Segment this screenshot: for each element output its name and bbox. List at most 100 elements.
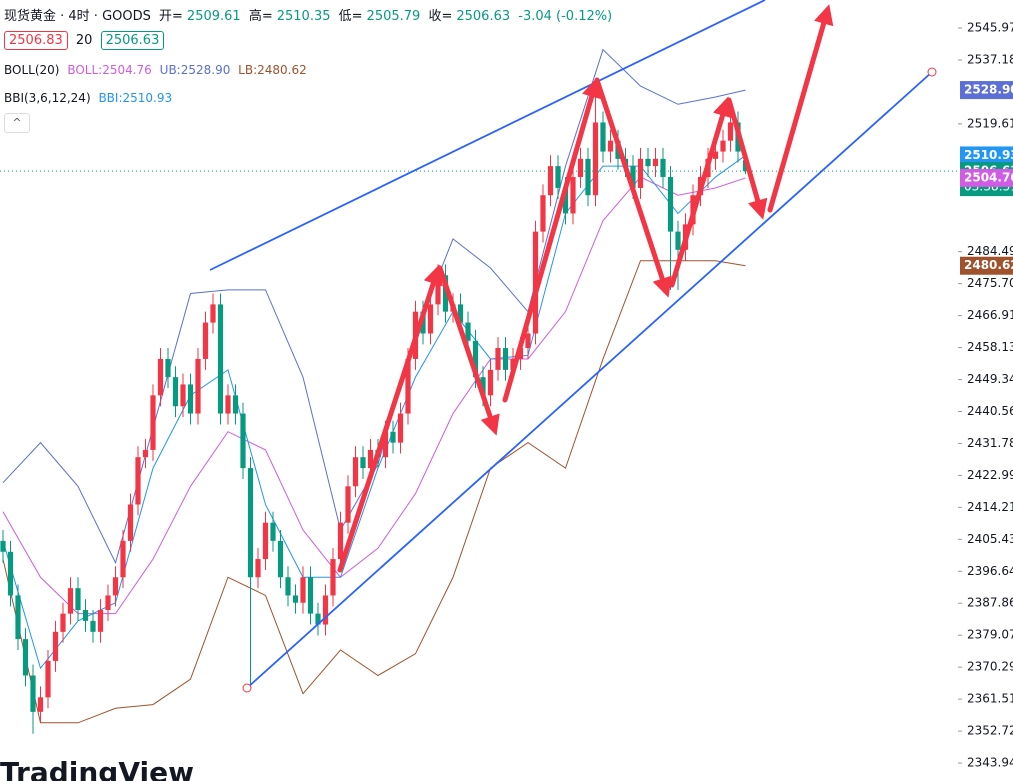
candle-body: [547, 166, 554, 196]
bbi-legend: BBI(3,6,12,24) BBI:2510.93: [4, 91, 176, 105]
price-label: 2528.90: [964, 83, 1013, 97]
candle-body: [180, 384, 186, 407]
candle-body: [187, 384, 194, 414]
candle-body: [480, 377, 486, 396]
candle-body: [600, 122, 606, 152]
price-label-bg: [960, 168, 1013, 187]
candle-body: [45, 660, 51, 698]
price-label-bg: [960, 146, 1013, 165]
candle-body: [667, 177, 674, 232]
anchor: [242, 683, 252, 693]
candle-body: [255, 559, 261, 578]
ohlc-high: 2510.35: [276, 9, 331, 24]
candle-body: [577, 158, 584, 178]
arrows: [337, 4, 834, 573]
candle-body: [397, 413, 404, 443]
candle-body: [330, 559, 336, 596]
candle-body: [660, 158, 666, 178]
y-tick-label: 2387.86: [967, 596, 1013, 610]
candle-body: [157, 358, 164, 396]
candle-body: [300, 577, 306, 603]
candle-body: [240, 413, 246, 469]
candle-body: [532, 231, 539, 334]
candle-body: [67, 588, 74, 614]
ohlc-close: 2506.63: [456, 9, 511, 24]
candle-body: [112, 577, 119, 596]
drawings: [209, 0, 937, 693]
candle-body: [150, 395, 156, 450]
candle-body: [540, 195, 546, 232]
indicator-value: BBI:2510.93: [98, 91, 173, 105]
ohlc-open-label: 开=: [159, 9, 183, 24]
candle-body: [652, 158, 659, 167]
trend-line: [209, 0, 766, 271]
candle-body: [247, 468, 254, 578]
y-tick-label: 2484.49: [967, 244, 1013, 258]
change: -3.04 (-0.12%): [518, 9, 613, 24]
candle-body: [465, 322, 471, 341]
y-tick-label: 2431.78: [967, 436, 1013, 450]
price-label: 2504.76: [964, 170, 1013, 184]
candle-body: [217, 304, 224, 414]
candle-body: [405, 358, 411, 414]
candle-body: [630, 166, 636, 188]
trade-row: 2506.83 20 2506.63: [4, 31, 168, 50]
candle-body: [502, 348, 509, 370]
y-tick-label: 2414.21: [967, 500, 1013, 514]
candle-body: [322, 595, 329, 625]
candle-body: [105, 595, 111, 610]
candle-body: [270, 522, 276, 541]
ohlc-open: 2509.61: [186, 9, 241, 24]
price-label: 2480.62: [964, 258, 1013, 272]
candle-body: [142, 449, 149, 458]
candle-body: [37, 697, 44, 712]
y-tick-label: 2519.61: [967, 116, 1013, 130]
y-tick-label: 2422.99: [967, 468, 1013, 482]
candle-body: [675, 231, 681, 250]
candle-body: [367, 449, 374, 469]
candle-body: [30, 675, 36, 712]
candle-body: [0, 540, 6, 552]
candle-body: [277, 540, 284, 578]
candle-body: [15, 595, 21, 640]
candle-body: [97, 609, 104, 632]
candle-body: [712, 151, 719, 159]
buy-price[interactable]: 2506.63: [100, 31, 165, 50]
candle-body: [555, 166, 561, 188]
y-tick-label: 2545.97: [967, 20, 1013, 34]
candle-body: [727, 122, 734, 141]
candle-body: [607, 140, 614, 152]
spread: 20: [75, 33, 93, 48]
candle-body: [570, 177, 576, 214]
candle-body: [60, 613, 66, 632]
indicator-value: UB:2528.90: [159, 63, 231, 77]
candle-body: [442, 275, 449, 312]
y-tick-label: 2466.91: [967, 308, 1013, 322]
candle-body: [75, 588, 81, 610]
candle-body: [127, 504, 134, 541]
candle-body: [495, 348, 501, 370]
collapse-button[interactable]: ^: [4, 113, 30, 133]
price-label: 2510.93: [964, 148, 1013, 162]
candle-body: [592, 122, 599, 196]
price-label-bg: [960, 256, 1013, 275]
candle-body: [472, 340, 479, 378]
candle-body: [525, 333, 531, 349]
candle-body: [315, 613, 321, 625]
candle-body: [195, 358, 201, 414]
candle-body: [637, 158, 644, 188]
sell-price[interactable]: 2506.83: [4, 31, 68, 50]
y-tick-label: 2361.51: [967, 692, 1013, 706]
boll-legend: BOLL(20) BOLL:2504.76 UB:2528.90 LB:2480…: [4, 63, 311, 77]
candle-body: [22, 639, 29, 676]
ohlc-close-label: 收=: [428, 9, 453, 24]
y-tick-label: 2379.07: [967, 628, 1013, 642]
candle-body: [382, 431, 389, 458]
candle-body: [135, 457, 141, 505]
candle-body: [307, 577, 314, 614]
candle-body: [390, 431, 396, 443]
watermark: TradingView: [0, 756, 194, 781]
y-tick-label: 2343.94: [967, 756, 1013, 770]
